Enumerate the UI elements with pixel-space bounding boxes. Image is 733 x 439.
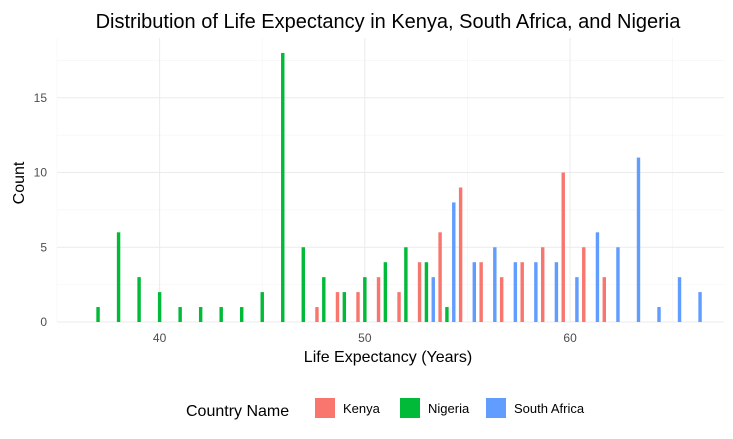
bar-nigeria — [178, 307, 182, 322]
bar-kenya — [582, 247, 586, 322]
x-tick-label: 60 — [563, 331, 577, 345]
bar-nigeria — [424, 262, 429, 322]
legend-label-south-africa: South Africa — [514, 401, 585, 416]
bar-kenya — [458, 187, 463, 322]
bar-kenya — [479, 262, 483, 322]
bar-nigeria — [281, 52, 285, 323]
bar-nigeria — [404, 247, 408, 322]
legend: Country Name Kenya Nigeria South Africa — [186, 398, 585, 420]
legend-key-kenya — [315, 398, 335, 418]
y-axis-ticks: 0 5 10 15 — [34, 91, 48, 329]
bar-south-africa — [575, 277, 579, 322]
y-tick-label: 15 — [34, 91, 48, 105]
bars — [96, 52, 702, 323]
bar-kenya — [335, 292, 340, 322]
y-tick-label: 10 — [34, 166, 48, 180]
bar-kenya — [315, 307, 319, 322]
legend-label-kenya: Kenya — [343, 401, 381, 416]
bar-south-africa — [595, 232, 600, 322]
bar-kenya — [438, 232, 442, 322]
bar-kenya — [397, 292, 401, 322]
bar-kenya — [356, 292, 360, 322]
bar-nigeria — [116, 232, 121, 322]
x-axis-title: Life Expectancy (Years) — [304, 349, 472, 366]
bar-nigeria — [96, 307, 100, 322]
bar-nigeria — [445, 307, 449, 322]
bar-nigeria — [198, 307, 203, 322]
bar-south-africa — [616, 247, 620, 322]
bar-kenya — [520, 262, 524, 322]
bar-south-africa — [452, 202, 456, 322]
bar-south-africa — [513, 262, 518, 322]
bar-nigeria — [260, 292, 264, 322]
bar-nigeria — [239, 307, 244, 322]
bar-kenya — [561, 172, 565, 322]
y-tick-label: 5 — [40, 240, 47, 254]
bar-kenya — [376, 277, 381, 322]
bar-south-africa — [554, 262, 559, 322]
bar-nigeria — [157, 292, 162, 322]
y-tick-label: 0 — [40, 315, 47, 329]
bar-nigeria — [301, 247, 305, 322]
bar-south-africa — [636, 157, 641, 322]
chart-title: Distribution of Life Expectancy in Kenya… — [96, 11, 682, 33]
bar-nigeria — [219, 307, 223, 322]
bar-nigeria — [383, 262, 388, 322]
bar-kenya — [541, 247, 545, 322]
bar-nigeria — [342, 292, 347, 322]
bar-kenya — [417, 262, 422, 322]
bar-south-africa — [698, 292, 702, 322]
bar-nigeria — [137, 277, 141, 322]
y-axis-title: Count — [11, 161, 28, 204]
bar-south-africa — [657, 307, 661, 322]
legend-label-nigeria: Nigeria — [428, 401, 470, 416]
x-tick-label: 40 — [153, 331, 167, 345]
bar-south-africa — [431, 277, 435, 322]
bar-south-africa — [472, 262, 477, 322]
grid-lines — [56, 38, 724, 323]
bar-kenya — [602, 277, 606, 322]
bar-kenya — [499, 277, 504, 322]
legend-title: Country Name — [186, 403, 289, 420]
legend-key-nigeria — [400, 398, 420, 418]
bar-nigeria — [363, 277, 367, 322]
legend-key-south-africa — [486, 398, 506, 418]
bar-south-africa — [493, 247, 497, 322]
bar-south-africa — [677, 277, 682, 322]
bar-south-africa — [534, 262, 538, 322]
x-axis-ticks: 40 50 60 — [153, 331, 577, 345]
x-tick-label: 50 — [358, 331, 372, 345]
bar-nigeria — [322, 277, 326, 322]
